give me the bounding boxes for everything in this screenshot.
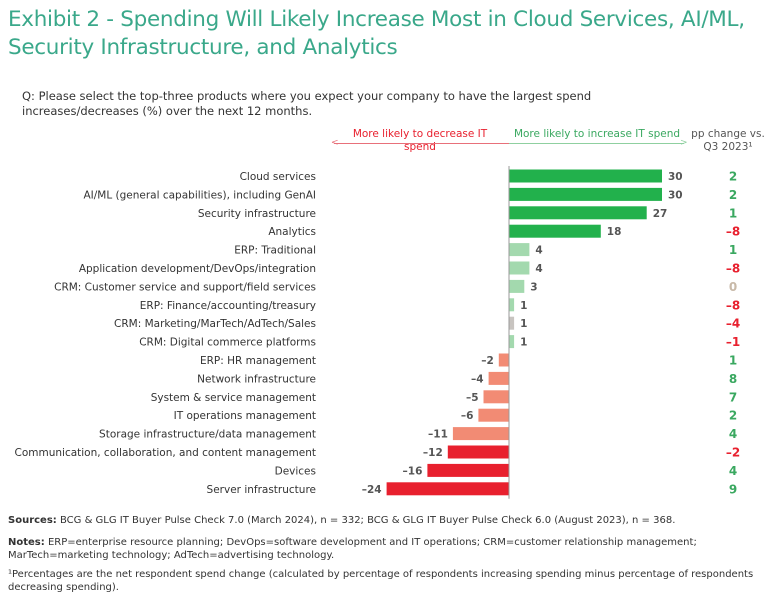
category-label: Communication, collaboration, and conten… <box>15 447 317 459</box>
pp-change-value: 2 <box>729 188 737 202</box>
value-label: 3 <box>530 281 537 293</box>
arrow-right-icon: > <box>680 138 688 148</box>
category-label: ERP: Finance/accounting/treasury <box>140 300 316 312</box>
value-label: –11 <box>428 429 448 441</box>
pp-change-value: 2 <box>729 170 737 184</box>
bar <box>509 169 662 183</box>
category-label: Security infrastructure <box>198 208 316 220</box>
pp-change-value: –4 <box>726 317 740 331</box>
bar <box>498 353 509 367</box>
value-label: 4 <box>535 245 542 257</box>
notes: Notes: ERP=enterprise resource planning;… <box>8 537 763 562</box>
value-label: –5 <box>466 392 479 404</box>
footnote: ¹Percentages are the net respondent spen… <box>8 569 754 593</box>
pp-change-value: –2 <box>726 446 740 460</box>
pp-change-value: 4 <box>729 464 737 478</box>
category-label: Cloud services <box>240 171 316 183</box>
arrow-left-icon: < <box>331 138 339 148</box>
category-label: IT operations management <box>174 410 316 422</box>
category-label: ERP: Traditional <box>234 245 316 257</box>
value-label: –24 <box>362 484 382 496</box>
notes-label: Notes: <box>8 537 45 548</box>
value-label: –16 <box>403 465 423 477</box>
category-label: Application development/DevOps/integrati… <box>79 263 316 275</box>
decrease-header: More likely to decrease IT spend <box>352 128 488 153</box>
pp-change-header: pp change vs. Q3 2023¹ <box>691 128 765 153</box>
pp-change-value: –8 <box>726 298 740 312</box>
bar <box>509 206 647 220</box>
pp-change-value: 4 <box>729 427 737 441</box>
bar <box>509 335 515 349</box>
value-label: –12 <box>423 447 443 459</box>
category-label: ERP: HR management <box>200 355 316 367</box>
value-label: 18 <box>607 226 622 238</box>
sources: Sources: BCG & GLG IT Buyer Pulse Check … <box>8 515 763 528</box>
value-label: 4 <box>535 263 542 275</box>
category-label: CRM: Digital commerce platforms <box>139 337 316 349</box>
notes-text: ERP=enterprise resource planning; DevOps… <box>8 537 697 561</box>
value-label: –4 <box>471 373 484 385</box>
bar <box>447 445 509 459</box>
pp-change-value: –1 <box>726 335 740 349</box>
bar <box>509 298 515 312</box>
value-label: 27 <box>653 208 668 220</box>
bar <box>509 316 515 330</box>
category-label: CRM: Customer service and support/field … <box>54 281 316 293</box>
pp-change-value: –8 <box>726 262 740 276</box>
decrease-arrow <box>334 143 509 144</box>
bar <box>452 427 509 441</box>
bar <box>509 261 530 275</box>
value-label: 1 <box>520 318 527 330</box>
bar <box>509 224 601 238</box>
bar <box>386 482 509 496</box>
bar <box>483 390 509 404</box>
bar-chart: Cloud services 30 2AI/ML (general capabili… <box>15 166 740 499</box>
pp-change-value: 1 <box>729 243 737 257</box>
sources-text: BCG & GLG IT Buyer Pulse Check 7.0 (Marc… <box>56 515 676 526</box>
pp-change-value: 1 <box>729 354 737 368</box>
category-label: CRM: Marketing/MarTech/AdTech/Sales <box>114 318 316 330</box>
increase-header: More likely to increase IT spend <box>513 128 681 140</box>
exhibit-title: Exhibit 2 - Spending Will Likely Increas… <box>8 7 745 60</box>
pp-change-value: 9 <box>729 482 737 496</box>
pp-change-value: –8 <box>726 225 740 239</box>
bar <box>509 187 662 201</box>
value-label: 1 <box>520 337 527 349</box>
bar <box>427 463 509 477</box>
bar <box>488 371 509 385</box>
pp-change-value: 7 <box>729 390 737 404</box>
increase-arrow <box>509 143 684 144</box>
category-label: Analytics <box>268 226 316 238</box>
category-label: Storage infrastructure/data management <box>99 429 316 441</box>
value-label: 30 <box>668 171 683 183</box>
category-label: System & service management <box>151 392 316 404</box>
bar <box>478 408 509 422</box>
pp-change-value: 0 <box>729 280 737 294</box>
value-label: –6 <box>461 410 474 422</box>
pp-change-value: 8 <box>729 372 737 386</box>
bar <box>509 279 525 293</box>
pp-change-value: 2 <box>729 409 737 423</box>
category-label: AI/ML (general capabilities), including … <box>83 189 316 201</box>
value-label: 30 <box>668 189 683 201</box>
category-label: Server infrastructure <box>207 484 316 496</box>
category-label: Network infrastructure <box>197 373 316 385</box>
bar <box>509 243 530 257</box>
sources-label: Sources: <box>8 515 57 526</box>
value-label: 1 <box>520 300 527 312</box>
survey-question: Q: Please select the top-three products … <box>22 89 592 118</box>
pp-change-value: 1 <box>729 206 737 220</box>
category-label: Devices <box>275 465 316 477</box>
value-label: –2 <box>481 355 494 367</box>
